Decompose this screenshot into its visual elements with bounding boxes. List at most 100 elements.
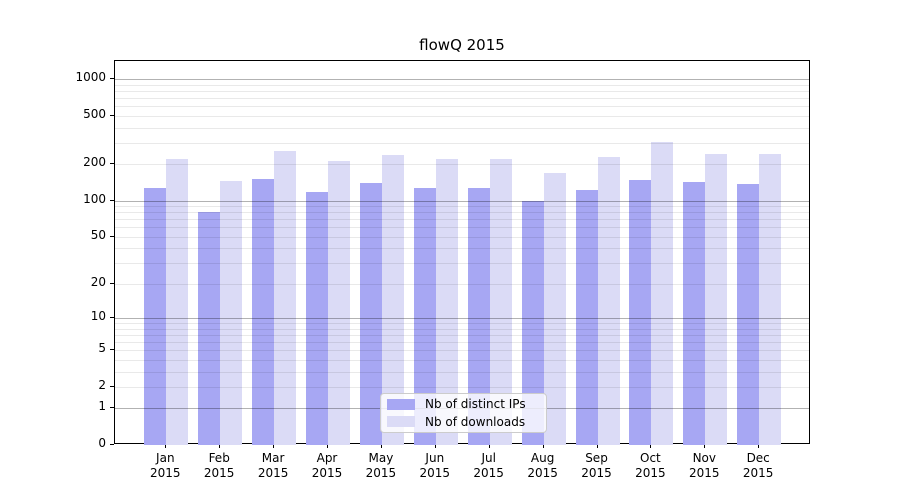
gridline-minor xyxy=(115,84,809,86)
legend-label: Nb of downloads xyxy=(425,414,526,429)
gridline-minor xyxy=(115,212,809,214)
x-tick-mark xyxy=(380,444,382,448)
bar-distinct-ips-nov xyxy=(683,181,706,445)
gridline-minor xyxy=(115,341,809,343)
x-tick-mark xyxy=(219,444,221,448)
y-tick-mark xyxy=(110,282,114,284)
y-tick-mark xyxy=(110,349,114,351)
gridline-minor xyxy=(115,127,809,129)
gridline-minor xyxy=(115,386,809,388)
x-tick-mark xyxy=(596,444,598,448)
x-tick-label: Jan 2015 xyxy=(150,451,181,480)
y-tick-mark xyxy=(110,199,114,201)
bar-downloads-mar xyxy=(274,151,297,445)
y-tick-mark xyxy=(110,444,114,445)
x-tick-label: Nov 2015 xyxy=(689,451,720,480)
x-tick-label: Sep 2015 xyxy=(581,451,612,480)
gridline-minor xyxy=(115,350,809,352)
x-tick-label: Dec 2015 xyxy=(742,451,774,480)
gridline-major xyxy=(115,200,809,202)
bar-downloads-dec xyxy=(759,153,782,445)
legend-row: Nb of downloads xyxy=(387,415,538,430)
bar-downloads-jul xyxy=(489,159,512,445)
gridline-minor xyxy=(115,328,809,330)
bar-downloads-jun xyxy=(435,158,458,445)
x-tick-mark xyxy=(542,444,544,448)
bar-distinct-ips-mar xyxy=(252,178,275,445)
legend-row: Nb of distinct IPs xyxy=(387,397,538,412)
gridline-minor xyxy=(115,164,809,166)
bar-downloads-sep xyxy=(597,156,620,445)
gridline-major xyxy=(115,79,809,81)
bar-distinct-ips-jul xyxy=(467,187,490,445)
bar-distinct-ips-apr xyxy=(306,192,328,445)
x-tick-mark xyxy=(488,444,490,448)
x-tick-label: May 2015 xyxy=(365,451,397,480)
gridline-minor xyxy=(115,206,809,208)
y-tick-mark xyxy=(110,385,114,387)
y-tick-mark xyxy=(110,78,114,80)
x-tick-label: Oct 2015 xyxy=(635,451,666,480)
x-tick-mark xyxy=(650,444,652,448)
bar-distinct-ips-jan xyxy=(144,188,167,445)
y-tick-label: 1 xyxy=(98,399,106,414)
bar-downloads-oct xyxy=(651,141,674,445)
bar-downloads-may xyxy=(381,154,404,445)
x-tick-mark xyxy=(704,444,706,448)
x-tick-mark xyxy=(758,444,760,448)
bar-distinct-ips-jun xyxy=(413,187,436,445)
gridline-minor xyxy=(115,283,809,285)
x-tick-label: Feb 2015 xyxy=(203,451,235,480)
y-tick-label: 50 xyxy=(90,227,106,242)
bar-distinct-ips-aug xyxy=(521,200,544,445)
y-tick-mark xyxy=(110,114,114,116)
gridline-minor xyxy=(115,236,809,238)
x-tick-label: Mar 2015 xyxy=(257,451,289,480)
x-tick-label: Jun 2015 xyxy=(419,451,451,480)
gridline-minor xyxy=(115,115,809,117)
gridline-minor xyxy=(115,91,809,93)
bar-downloads-aug xyxy=(543,172,566,445)
bar-distinct-ips-may xyxy=(359,183,382,445)
gridline-major xyxy=(115,318,809,320)
gridline-minor xyxy=(115,219,809,221)
y-tick-label: 0 xyxy=(98,436,106,450)
y-tick-label: 1000 xyxy=(75,70,106,85)
legend-label: Nb of distinct IPs xyxy=(425,397,526,412)
x-tick-label: Apr 2015 xyxy=(311,451,343,480)
y-tick-label: 200 xyxy=(83,155,106,170)
y-tick-label: 100 xyxy=(83,191,106,206)
bar-distinct-ips-oct xyxy=(629,179,652,445)
y-tick-mark xyxy=(110,235,114,237)
gridline-minor xyxy=(115,371,809,373)
legend: Nb of distinct IPs Nb of downloads xyxy=(380,393,547,433)
x-tick-mark xyxy=(434,444,436,448)
y-tick-mark xyxy=(110,163,114,165)
y-tick-label: 500 xyxy=(83,106,106,121)
bar-distinct-ips-sep xyxy=(575,190,598,445)
gridline-minor xyxy=(115,227,809,229)
bar-downloads-apr xyxy=(328,160,350,445)
bar-downloads-nov xyxy=(705,153,728,445)
bar-distinct-ips-dec xyxy=(737,184,760,445)
x-tick-mark xyxy=(327,444,328,448)
x-tick-mark xyxy=(165,444,167,448)
plot-area xyxy=(114,60,810,445)
gridline-minor xyxy=(115,263,809,265)
x-tick-label: Jul 2015 xyxy=(473,451,504,480)
bar-downloads-feb xyxy=(220,180,243,445)
y-tick-label: 10 xyxy=(90,309,106,324)
bars-layer xyxy=(115,61,809,445)
gridline-minor xyxy=(115,98,809,100)
y-tick-mark xyxy=(110,317,114,319)
y-tick-label: 2 xyxy=(98,377,106,392)
gridline-minor xyxy=(115,106,809,108)
gridline-minor xyxy=(115,142,809,144)
legend-swatch-distinct-ips xyxy=(387,398,415,410)
y-tick-label: 5 xyxy=(98,341,106,356)
x-tick-label: Aug 2015 xyxy=(527,451,558,480)
x-tick-mark xyxy=(273,444,275,448)
y-tick-mark xyxy=(110,407,114,409)
gridline-minor xyxy=(115,359,809,361)
